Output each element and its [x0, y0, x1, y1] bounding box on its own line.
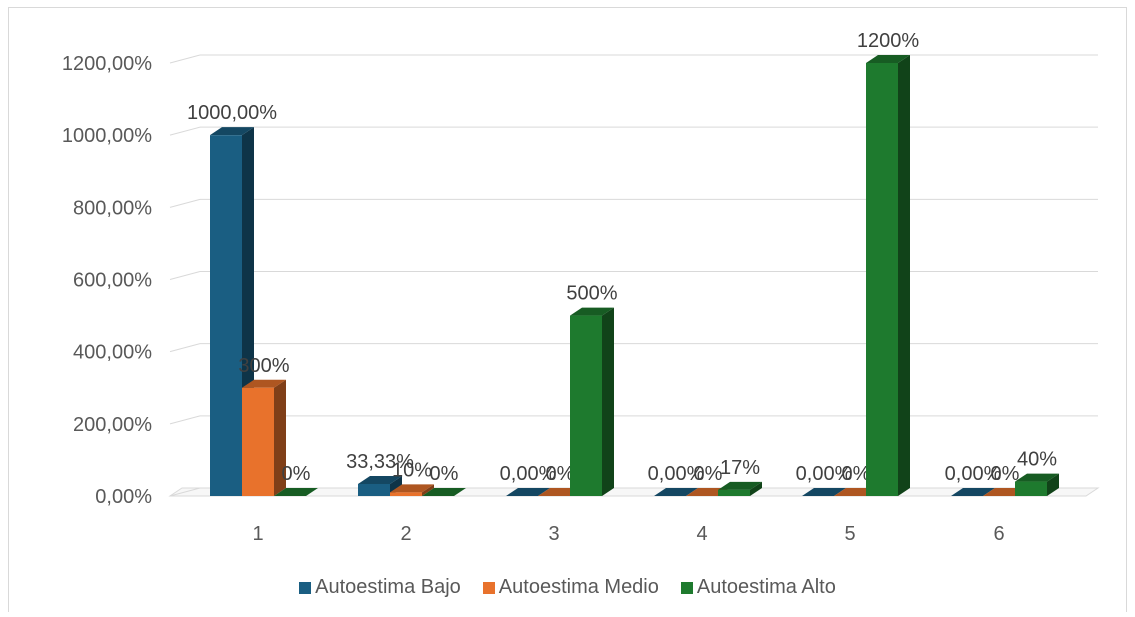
- x-category-label-1: 1: [252, 523, 263, 545]
- gridline-diag-3: [169, 271, 201, 280]
- data-label-autoestima-bajo-3: 0,00%: [500, 463, 557, 485]
- bar-top-autoestima-bajo-6: [951, 488, 995, 496]
- bar-autoestima-bajo-2: [358, 483, 390, 496]
- gridline-diag-4: [169, 198, 201, 208]
- y-tick-label-6: 1200,00%: [62, 53, 152, 75]
- bar-top-autoestima-alto-5: [866, 55, 910, 63]
- bar-top-autoestima-bajo-2: [358, 475, 402, 484]
- bar-autoestima-alto-6: [1015, 481, 1047, 496]
- data-label-autoestima-medio-1: 300%: [238, 355, 289, 377]
- legend-item-autoestima-medio: Autoestima Medio: [482, 576, 659, 599]
- bar-top-autoestima-bajo-1: [210, 127, 254, 136]
- y-tick-label-0: 0,00%: [95, 486, 152, 508]
- gridline-diag-1: [169, 415, 201, 425]
- bar-autoestima-medio-1: [242, 387, 274, 496]
- data-label-autoestima-bajo-1: 1000,00%: [187, 102, 277, 124]
- legend-swatch-autoestima-bajo: [299, 581, 312, 594]
- legend-label-autoestima-bajo: Autoestima Bajo: [315, 576, 461, 598]
- x-category-label-5: 5: [844, 523, 855, 545]
- gridline-diag-0: [169, 487, 201, 497]
- bar-top-autoestima-bajo-3: [506, 488, 550, 496]
- data-label-autoestima-medio-4: 0%: [694, 463, 723, 485]
- legend-swatch-autoestima-alto: [680, 581, 693, 594]
- bar-top-autoestima-medio-2: [390, 484, 434, 493]
- bar-top-autoestima-alto-1: [274, 488, 318, 496]
- data-label-autoestima-alto-4: 17%: [720, 457, 760, 479]
- legend-item-autoestima-bajo: Autoestima Bajo: [299, 576, 461, 599]
- data-label-autoestima-medio-5: 0%: [842, 463, 871, 485]
- legend-item-autoestima-alto: Autoestima Alto: [680, 576, 836, 599]
- bar-autoestima-alto-4: [718, 489, 750, 496]
- bar-top-autoestima-alto-4: [718, 481, 762, 490]
- x-category-label-4: 4: [696, 523, 707, 545]
- data-label-autoestima-medio-3: 0%: [546, 463, 575, 485]
- data-label-autoestima-bajo-2: 33,33%: [346, 451, 414, 473]
- legend: Autoestima Bajo Autoestima Medio Autoestim…: [0, 576, 1135, 599]
- bar-side-autoestima-alto-6: [1047, 473, 1059, 496]
- data-label-autoestima-alto-5: 1200%: [857, 30, 919, 52]
- data-label-autoestima-alto-1: 0%: [282, 463, 311, 485]
- bar-top-autoestima-medio-1: [242, 379, 286, 388]
- legend-swatch-autoestima-medio: [482, 581, 495, 594]
- data-label-autoestima-bajo-4: 0,00%: [648, 463, 705, 485]
- y-tick-label-1: 200,00%: [73, 414, 152, 436]
- y-tick-label-3: 600,00%: [73, 270, 152, 292]
- bar-side-autoestima-medio-2: [422, 484, 434, 496]
- y-tick-label-4: 800,00%: [73, 197, 152, 219]
- data-label-autoestima-bajo-6: 0,00%: [945, 463, 1002, 485]
- bar-top-autoestima-bajo-5: [802, 488, 846, 496]
- bar-side-autoestima-medio-1: [274, 379, 286, 496]
- data-label-autoestima-medio-6: 0%: [991, 463, 1020, 485]
- bar-autoestima-alto-5: [866, 63, 898, 496]
- y-tick-label-5: 1000,00%: [62, 125, 152, 147]
- bar-top-autoestima-alto-2: [422, 488, 466, 496]
- gridline-diag-2: [169, 343, 201, 353]
- gridline-diag-6: [169, 54, 201, 64]
- data-label-autoestima-medio-2: 10%: [392, 459, 432, 481]
- y-tick-label-2: 400,00%: [73, 342, 152, 364]
- bar-autoestima-bajo-1: [210, 135, 242, 496]
- data-label-autoestima-alto-2: 0%: [430, 463, 459, 485]
- bar-autoestima-alto-3: [570, 315, 602, 496]
- bar-side-autoestima-alto-5: [898, 55, 910, 496]
- data-label-autoestima-alto-6: 40%: [1017, 449, 1057, 471]
- bar-top-autoestima-bajo-4: [654, 488, 698, 496]
- x-category-label-2: 2: [400, 523, 411, 545]
- gridline-diag-5: [169, 126, 201, 136]
- bar-top-autoestima-alto-3: [570, 307, 614, 316]
- x-category-label-6: 6: [993, 523, 1004, 545]
- x-category-label-3: 3: [548, 523, 559, 545]
- chart-frame: [8, 7, 1127, 612]
- chart-plot: 0,00% 200,00% 400,00% 600,00% 800,00% 1000,00…: [62, 30, 1100, 545]
- legend-label-autoestima-alto: Autoestima Alto: [696, 576, 836, 598]
- bar-autoestima-medio-2: [390, 492, 422, 496]
- data-label-autoestima-alto-3: 500%: [566, 283, 617, 305]
- legend-label-autoestima-medio: Autoestima Medio: [498, 576, 659, 598]
- data-label-autoestima-bajo-5: 0,00%: [796, 463, 853, 485]
- bar-side-autoestima-alto-3: [602, 307, 614, 496]
- bar-side-autoestima-alto-4: [750, 481, 762, 496]
- bar-top-autoestima-alto-6: [1015, 473, 1059, 482]
